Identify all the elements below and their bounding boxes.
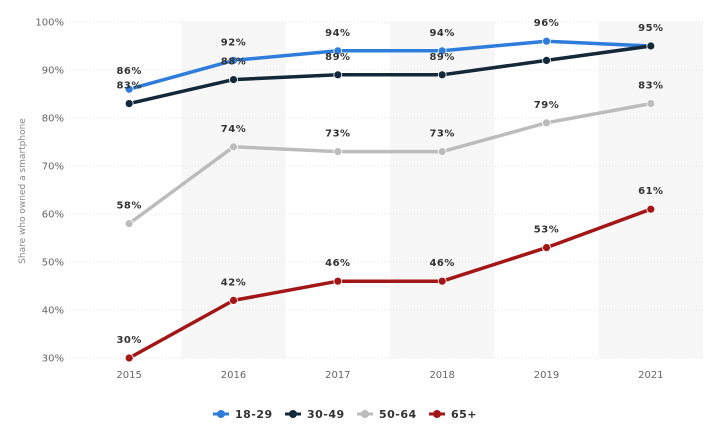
x-tick-label: 2016 bbox=[221, 370, 246, 381]
data-label: 61% bbox=[638, 186, 663, 197]
data-label: 86% bbox=[116, 66, 141, 77]
data-point bbox=[333, 46, 343, 56]
background-band bbox=[598, 22, 703, 358]
y-axis-title: Share who owned a smartphone bbox=[18, 118, 28, 264]
data-label: 96% bbox=[534, 18, 559, 29]
series-line-1 bbox=[127, 44, 653, 106]
data-point bbox=[229, 295, 238, 305]
legend: 18-29 30-49 50-64 65+ bbox=[213, 408, 477, 421]
data-label: 73% bbox=[325, 129, 350, 140]
data-label: 83% bbox=[638, 81, 663, 92]
legend-label: 65+ bbox=[451, 408, 477, 421]
data-point bbox=[542, 56, 551, 65]
x-tick-label: 2015 bbox=[116, 370, 141, 381]
data-label: 42% bbox=[221, 277, 246, 288]
legend-item: 65+ bbox=[429, 408, 477, 421]
y-axis-ticks: 30% 40% 50% 60% 70% 80% 90% 100% bbox=[35, 18, 64, 365]
data-point bbox=[333, 276, 343, 286]
data-point bbox=[437, 147, 447, 157]
data-point bbox=[646, 41, 656, 51]
x-tick-label: 2017 bbox=[325, 370, 350, 381]
data-point bbox=[437, 276, 447, 286]
data-point bbox=[124, 219, 134, 229]
data-point bbox=[542, 36, 551, 46]
data-label: 79% bbox=[534, 100, 559, 111]
y-tick-label: 50% bbox=[42, 258, 64, 269]
y-tick-label: 30% bbox=[42, 354, 64, 365]
data-label: 30% bbox=[116, 335, 141, 346]
data-label: 94% bbox=[429, 28, 454, 39]
data-label: 88% bbox=[221, 57, 246, 68]
data-label: 46% bbox=[325, 258, 350, 269]
x-tick-label: 2018 bbox=[429, 370, 454, 381]
data-label: 89% bbox=[325, 52, 350, 63]
x-tick-label: 2021 bbox=[638, 370, 663, 381]
data-label: 94% bbox=[325, 28, 350, 39]
data-point bbox=[542, 243, 551, 253]
y-tick-label: 40% bbox=[42, 306, 64, 317]
data-point bbox=[646, 99, 656, 108]
data-point bbox=[229, 75, 238, 84]
data-point bbox=[124, 353, 134, 363]
data-label: 92% bbox=[221, 37, 246, 48]
data-point bbox=[124, 84, 134, 94]
legend-item: 50-64 bbox=[357, 408, 417, 421]
data-point bbox=[229, 142, 238, 152]
y-tick-label: 60% bbox=[42, 210, 64, 221]
data-point bbox=[437, 46, 447, 56]
data-label: 89% bbox=[429, 52, 454, 63]
legend-item: 18-29 bbox=[213, 408, 273, 421]
background-band bbox=[181, 22, 286, 358]
data-point bbox=[229, 56, 238, 65]
x-tick-label: 2019 bbox=[534, 370, 559, 381]
data-label: 95% bbox=[638, 23, 663, 34]
series-line-2 bbox=[127, 101, 653, 226]
y-tick-label: 70% bbox=[42, 162, 64, 173]
data-label: 74% bbox=[221, 124, 246, 135]
series-points bbox=[124, 36, 656, 363]
data-point bbox=[333, 147, 343, 157]
y-tick-label: 100% bbox=[35, 18, 64, 29]
data-label: 58% bbox=[116, 201, 141, 212]
legend-item: 30-49 bbox=[285, 408, 345, 421]
data-point bbox=[437, 70, 447, 80]
data-labels: 86% 92% 94% 94% 96% 95% 83% 88% 89% 89% 58% 74% 73% 7… bbox=[116, 18, 663, 346]
legend-swatch-dot bbox=[361, 410, 369, 418]
legend-label: 50-64 bbox=[379, 408, 417, 421]
data-point bbox=[124, 99, 134, 108]
series-line-0 bbox=[127, 39, 653, 91]
data-label: 53% bbox=[534, 225, 559, 236]
series-lines bbox=[127, 39, 653, 360]
data-label: 83% bbox=[116, 81, 141, 92]
data-label: 73% bbox=[429, 129, 454, 140]
data-point bbox=[646, 204, 656, 214]
y-tick-label: 90% bbox=[42, 66, 64, 77]
legend-label: 18-29 bbox=[235, 408, 273, 421]
gridlines bbox=[42, 21, 703, 359]
x-axis-ticks: 2015 2016 2017 2018 2019 2021 bbox=[116, 370, 663, 381]
legend-swatch-dot bbox=[217, 410, 225, 418]
data-point bbox=[542, 118, 551, 128]
y-tick-label: 80% bbox=[42, 114, 64, 125]
series-line-3 bbox=[127, 207, 653, 360]
legend-label: 30-49 bbox=[307, 408, 345, 421]
data-point bbox=[333, 70, 343, 80]
legend-swatch-dot bbox=[289, 410, 297, 418]
data-label: 46% bbox=[429, 258, 454, 269]
legend-swatch-dot bbox=[433, 410, 441, 418]
